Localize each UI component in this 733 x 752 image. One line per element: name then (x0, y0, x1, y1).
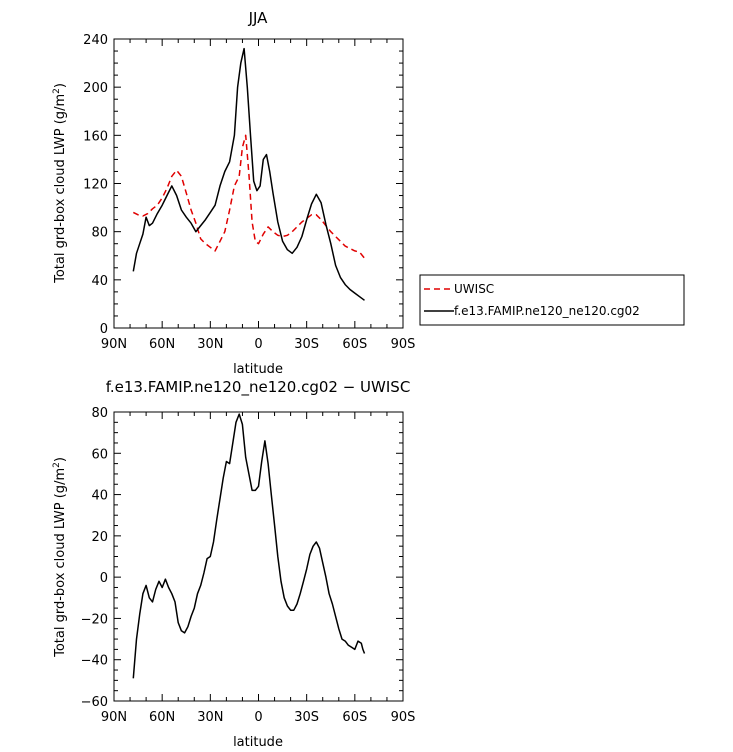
legend-box (419, 274, 685, 326)
top-x-tick-label: 90N (101, 337, 127, 352)
bottom-y-ticks: −60 −40 −20 0 20 40 60 80 (81, 406, 403, 710)
top-y-tick-label: 0 (100, 322, 108, 337)
top-x-tick-label: 60S (342, 337, 367, 352)
top-y-ticks: 0 40 80 120 160 200 240 (83, 33, 403, 337)
bottom-x-axis-label: latitude (233, 735, 283, 750)
bottom-x-ticks: 90N 60N 30N 0 30S 60S 90S (101, 412, 416, 725)
bottom-y-tick-label: 0 (100, 571, 108, 586)
top-y-tick-label: 120 (83, 178, 108, 193)
legend-label-uwisc: UWISC (454, 282, 494, 296)
bottom-series-lines (132, 413, 366, 679)
bottom-y-tick-label: −60 (81, 695, 108, 710)
bottom-series-line-0 (132, 413, 366, 679)
top-plot-frame (113, 38, 404, 329)
top-x-axis-label: latitude (233, 362, 283, 377)
bottom-y-tick-label: 60 (91, 447, 108, 462)
bottom-y-tick-label: 80 (91, 406, 108, 421)
legend: UWISC f.e13.FAMIP.ne120_ne120.cg02 (419, 274, 685, 326)
bottom-x-tick-label: 90S (391, 710, 416, 725)
bottom-chart-title: f.e13.FAMIP.ne120_ne120.cg02 − UWISC (106, 378, 411, 397)
top-series-lines (132, 47, 366, 301)
bottom-y-tick-label: −40 (81, 654, 108, 669)
top-x-tick-label: 30S (294, 337, 319, 352)
top-x-tick-label: 0 (254, 337, 262, 352)
top-x-tick-label: 60N (149, 337, 175, 352)
top-y-tick-label: 200 (83, 81, 108, 96)
bottom-x-tick-label: 60N (149, 710, 175, 725)
legend-label-model: f.e13.FAMIP.ne120_ne120.cg02 (454, 304, 640, 318)
top-y-tick-label: 160 (83, 129, 108, 144)
bottom-plot-frame (113, 411, 404, 702)
bottom-x-tick-label: 90N (101, 710, 127, 725)
top-x-tick-label: 90S (391, 337, 416, 352)
top-series-line-1 (132, 47, 365, 301)
bottom-x-tick-label: 0 (254, 710, 262, 725)
top-x-tick-label: 30N (197, 337, 223, 352)
top-series-line-0 (132, 134, 366, 259)
bottom-y-tick-label: −20 (81, 612, 108, 627)
top-y-tick-label: 80 (91, 226, 108, 241)
top-y-tick-label: 240 (83, 33, 108, 48)
top-x-ticks: 90N 60N 30N 0 30S 60S 90S (101, 39, 416, 352)
bottom-panel: f.e13.FAMIP.ne120_ne120.cg02 − UWISC −60… (52, 378, 415, 750)
bottom-x-tick-label: 30S (294, 710, 319, 725)
bottom-x-tick-label: 30N (197, 710, 223, 725)
top-y-tick-label: 40 (91, 274, 108, 289)
bottom-y-tick-label: 40 (91, 489, 108, 504)
bottom-x-tick-label: 60S (342, 710, 367, 725)
top-chart-title: JJA (248, 9, 269, 27)
bottom-y-axis-label: Total grd-box cloud LWP (g/m2) (52, 457, 68, 658)
top-y-axis-label: Total grd-box cloud LWP (g/m2) (52, 83, 68, 284)
bottom-y-tick-label: 20 (91, 530, 108, 545)
